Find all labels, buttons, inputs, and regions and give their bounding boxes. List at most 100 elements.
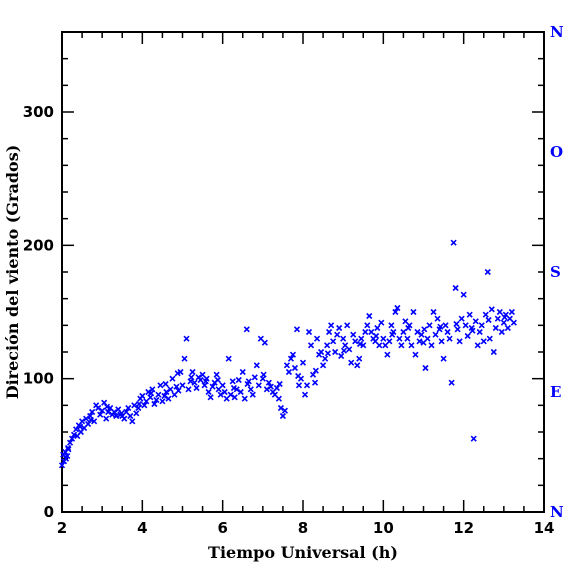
data-point — [414, 328, 421, 336]
data-point — [217, 391, 224, 398]
data-point — [188, 374, 195, 381]
data-point — [111, 408, 118, 416]
data-point — [291, 364, 299, 372]
compass-label: N — [550, 23, 564, 41]
data-point — [309, 371, 317, 378]
data-point — [162, 380, 169, 388]
data-point — [453, 320, 460, 328]
data-point — [398, 342, 405, 349]
data-point — [64, 444, 72, 452]
data-point — [285, 368, 293, 376]
data-point — [368, 328, 375, 336]
data-point — [77, 423, 84, 430]
data-point — [478, 322, 485, 329]
data-point — [438, 338, 445, 345]
data-point — [267, 383, 274, 390]
data-point — [450, 239, 457, 246]
data-point — [149, 386, 156, 393]
data-point — [103, 403, 111, 410]
data-point — [230, 384, 237, 392]
data-point — [185, 386, 192, 393]
data-point — [494, 315, 501, 322]
data-point — [354, 362, 361, 369]
data-point — [426, 322, 433, 329]
data-point — [148, 390, 155, 397]
data-point — [410, 308, 417, 316]
data-point — [133, 410, 140, 417]
data-point — [460, 291, 467, 298]
y-tick-label: 0 — [44, 503, 54, 521]
data-point — [79, 418, 86, 425]
data-point — [485, 316, 492, 324]
data-point — [64, 452, 71, 460]
data-point — [434, 315, 441, 322]
data-point — [275, 395, 282, 402]
data-point — [340, 347, 348, 354]
compass-label: E — [550, 383, 561, 401]
data-point — [260, 371, 267, 378]
data-point — [295, 372, 302, 380]
data-point — [340, 335, 347, 342]
data-point — [330, 338, 337, 345]
data-point — [225, 355, 232, 362]
data-points — [58, 239, 517, 469]
data-point — [376, 342, 383, 349]
data-point — [91, 418, 98, 425]
data-point — [356, 340, 364, 348]
data-point — [169, 375, 176, 382]
data-point — [165, 395, 172, 402]
data-point — [127, 412, 134, 420]
data-point — [161, 392, 168, 400]
compass-label: O — [550, 143, 563, 161]
data-point — [396, 335, 403, 342]
data-point — [496, 308, 503, 316]
data-point — [235, 376, 242, 384]
data-point — [358, 335, 365, 342]
axis-ticks — [61, 31, 545, 513]
data-point — [484, 268, 491, 276]
data-point — [421, 326, 428, 333]
data-point — [346, 346, 353, 353]
data-point — [352, 338, 359, 345]
data-point — [295, 382, 303, 389]
data-point — [482, 311, 489, 318]
data-point — [121, 415, 128, 422]
data-point — [400, 328, 407, 336]
compass-label: S — [550, 263, 561, 281]
data-point — [87, 416, 94, 424]
data-point — [380, 335, 387, 342]
data-point — [183, 335, 190, 342]
data-point — [141, 402, 148, 409]
data-point — [99, 407, 106, 414]
data-point — [446, 335, 453, 342]
data-point — [508, 308, 515, 316]
data-point — [281, 407, 288, 414]
data-point — [136, 400, 143, 408]
data-point — [189, 368, 196, 376]
data-point — [97, 411, 104, 418]
data-point — [510, 319, 517, 326]
data-point — [247, 386, 254, 393]
data-point — [103, 415, 110, 422]
data-point — [249, 391, 256, 398]
data-point — [229, 378, 236, 385]
data-point — [389, 331, 396, 338]
data-point — [253, 362, 260, 369]
x-tick-label: 6 — [217, 519, 227, 537]
y-tick-label: 300 — [23, 103, 54, 121]
data-point — [313, 335, 321, 342]
data-point — [307, 342, 315, 349]
data-point — [237, 388, 244, 396]
data-point — [311, 379, 319, 386]
data-point — [386, 338, 393, 345]
data-point — [251, 374, 258, 381]
data-point — [462, 322, 469, 329]
data-point — [83, 415, 90, 422]
data-point — [243, 326, 250, 333]
data-point — [444, 328, 451, 336]
data-point — [360, 342, 367, 349]
right-axis-compass-labels: N O S E N — [550, 23, 564, 521]
x-tick-label: 14 — [534, 519, 555, 537]
data-point — [470, 435, 477, 442]
data-point — [213, 371, 220, 378]
